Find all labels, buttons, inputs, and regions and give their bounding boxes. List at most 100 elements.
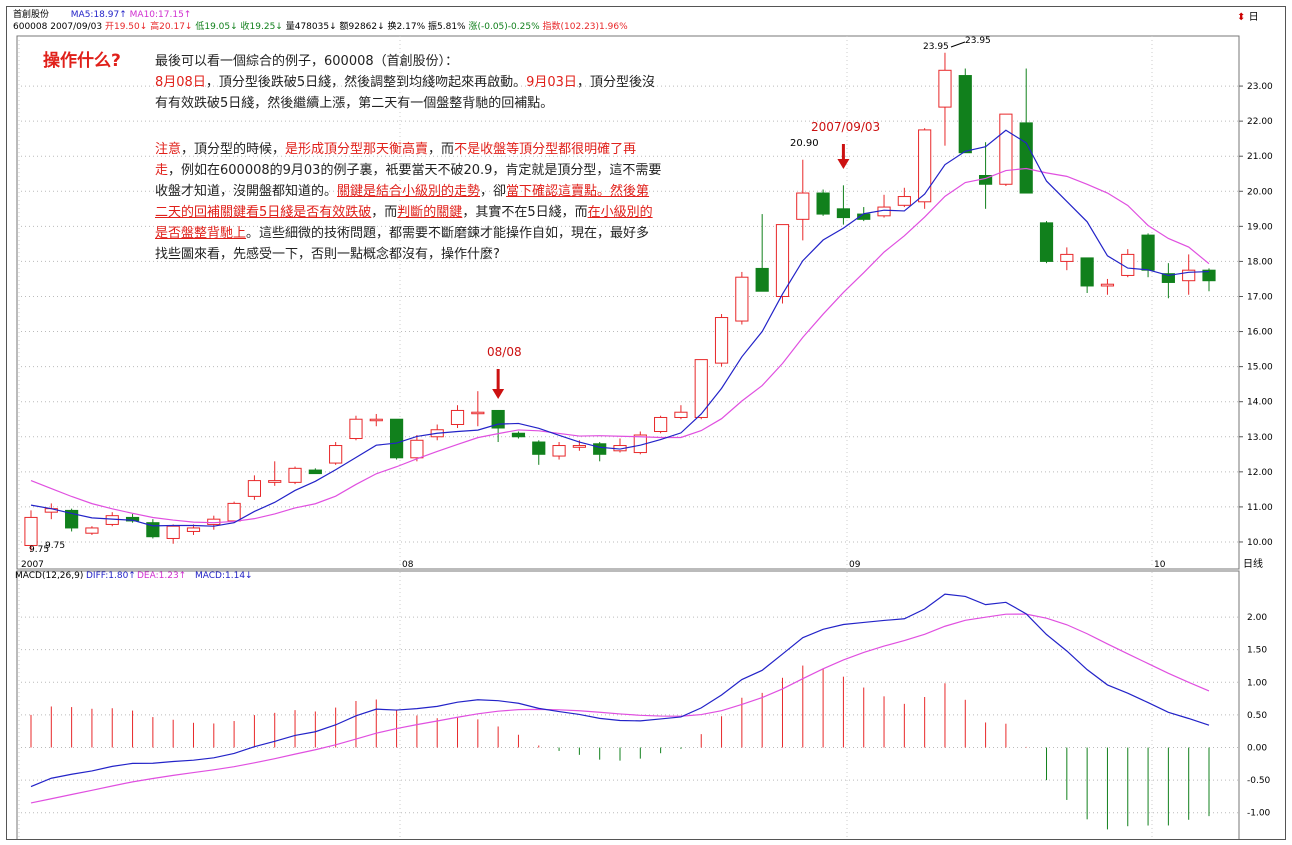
candle-body [65, 509, 79, 529]
price-tick-label: 18.00 [1247, 257, 1273, 267]
ma10-value: MA10:17.15↑ [129, 10, 192, 20]
price-2090-label: 20.90 [790, 138, 819, 149]
price-tick-label: 21.00 [1247, 152, 1273, 162]
macd-header-0: MACD(12,26,9) [15, 571, 83, 581]
candle-body [1100, 283, 1115, 287]
candle-body [349, 418, 363, 440]
header-line-2: 600008 2007/09/03 开19.50↓ 高20.17↓ 低19.05… [13, 22, 628, 33]
candle-body [308, 469, 322, 475]
candle-body [1182, 269, 1196, 282]
lo-label-b: 9.75 [45, 541, 65, 551]
candle-body [755, 267, 769, 292]
candle-body [694, 359, 708, 418]
annotations-group: 9.75 9.75 23.95 23.95 20.90 08/08 2007/0… [29, 36, 991, 555]
corner-label: 日 [1248, 12, 1259, 23]
p2-l1-d: ，而 [428, 142, 455, 157]
candle-body [1202, 269, 1216, 282]
macd-group [30, 593, 1210, 830]
p1-line-3: 有有效跌破5日綫，然後繼續上漲，第二天有一個盤整背馳的回補點。 [155, 96, 554, 111]
moving-averages [30, 129, 1210, 527]
p2-line-5: 是否盤整背馳上。這些細微的技術問題，都需要不斷磨鍊才能操作自如，現在，最好多 [155, 223, 661, 244]
candle-body [572, 445, 586, 448]
candle-body [1141, 234, 1155, 271]
p1-text-b: ，頂分型後跌破5日綫，然後調整到均綫吻起來再啟動。 [205, 75, 527, 90]
candle-body [511, 432, 526, 438]
x-tick-label: 2007 [21, 560, 44, 570]
chart-window: 首創股份 MA5:18.97↑ MA10:17.15↑ 600008 2007/… [6, 6, 1286, 840]
hi-label-b: 23.95 [965, 36, 991, 46]
candle-body [654, 416, 668, 433]
p2-l1-e: 不是收盤等頂分型都很明確了再 [454, 142, 637, 157]
candle-body [836, 208, 851, 219]
macd-tick-label: 1.00 [1247, 678, 1267, 688]
dea-line [30, 613, 1210, 804]
candle-body [389, 418, 404, 459]
notes-paragraph-1: 最後可以看一個綜合的例子，600008（首創股份）： 8月08日，頂分型後跌破5… [155, 51, 655, 114]
price-tick-label: 20.00 [1247, 187, 1273, 197]
candle-body [593, 443, 607, 455]
p2-l3-a: 收盤才知道，沒開盤都知道的。 [155, 184, 338, 199]
candle-body [471, 411, 485, 415]
p1-line-1: 最後可以看一個綜合的例子，600008（首創股份）： [155, 54, 459, 69]
p2-l2-a: 走 [155, 163, 169, 178]
chart-canvas: 23.00 22.00 21.00 20.00 19.00 18.00 17.00 16.00… [15, 35, 1273, 839]
macd-panel-border [16, 570, 1240, 839]
candle-body [125, 516, 140, 522]
price-tick-label: 12.00 [1247, 468, 1273, 478]
p2-note: 注意 [155, 142, 182, 157]
change-value: 涨(-0.05)-0.25% [468, 22, 540, 32]
p2-l5-a: 是否盤整背馳上 [155, 226, 247, 241]
candle-body [674, 411, 688, 418]
candle-body [1039, 222, 1054, 262]
candle-body [552, 445, 566, 457]
arrow-0903-head [837, 159, 850, 169]
x-tick-label: 09 [849, 560, 861, 570]
candle-body [369, 418, 383, 422]
candle-body [775, 224, 790, 297]
price-tick-label: 13.00 [1247, 433, 1273, 443]
notes-paragraph-2: 注意，頂分型的時候，是形成頂分型那天衡高賣，而不是收盤等頂分型都很明確了再 走，… [155, 139, 661, 265]
macd-tick-label: 2.00 [1247, 613, 1267, 623]
p1-date-0808: 8月08日 [155, 75, 206, 90]
macd-grid: MACD(12,26,9) DIFF:1.80↑ DEA:1.23↑ MACD:1.1… [15, 570, 1271, 839]
candle-body [186, 527, 201, 532]
p2-l1-c: 是形成頂分型那天衡高賣 [285, 142, 429, 157]
candle-body [1080, 257, 1094, 287]
candle-body [999, 113, 1013, 185]
p2-line-2: 走，例如在600008的9月03的例子裏，衹要當天不破20.9，肯定就是頂分型，… [155, 160, 661, 181]
open-value: 开19.50↓ [104, 22, 148, 32]
ma5-value: MA5:18.97↑ [70, 10, 127, 20]
candle-body [410, 439, 424, 459]
p2-l4-e: 在小級別的 [587, 205, 653, 220]
candle-body [85, 527, 99, 534]
candle-body [450, 409, 465, 425]
macd-header-2: DEA:1.23↑ [137, 571, 186, 581]
p1-text-d: ，頂分型後沒 [576, 75, 655, 90]
ma10-line [30, 167, 1210, 524]
macd-tick-label: -0.50 [1247, 776, 1271, 786]
candle-body [897, 196, 911, 206]
code-date: 600008 2007/09/03 [13, 22, 103, 32]
x-tick-label: 08 [402, 560, 414, 570]
corner-control[interactable]: ⬍ 日 [1237, 12, 1259, 23]
candle-body [918, 129, 932, 203]
candle-body [1060, 253, 1074, 262]
p2-l4-d: ，其實不在5日綫，而 [462, 205, 588, 220]
price-tick-label: 16.00 [1247, 328, 1273, 338]
p2-line-1: 注意，頂分型的時候，是形成頂分型那天衡高賣，而不是收盤等頂分型都很明確了再 [155, 139, 661, 160]
arrow-0808-head [492, 389, 505, 399]
macd-tick-label: -1.00 [1247, 809, 1271, 819]
hi-label-a: 23.95 [923, 42, 949, 52]
candle-body [532, 441, 546, 455]
amount-value: 额92862↓ [339, 22, 385, 32]
ma5-line [30, 129, 1210, 527]
macd-header-3: MACD:1.14↓ [195, 571, 253, 581]
p2-l1-b: ，頂分型的時候， [181, 142, 286, 157]
p1-date-0903: 9月03日 [526, 75, 577, 90]
candle-body [816, 192, 830, 215]
price-tick-label: 17.00 [1247, 292, 1273, 302]
candle-body [227, 502, 241, 522]
macd-tick-label: 0.00 [1247, 743, 1267, 753]
p1-line-2: 8月08日，頂分型後跌破5日綫，然後調整到均綫吻起來再啟動。9月03日，頂分型後… [155, 72, 655, 93]
candle-body [329, 445, 343, 464]
